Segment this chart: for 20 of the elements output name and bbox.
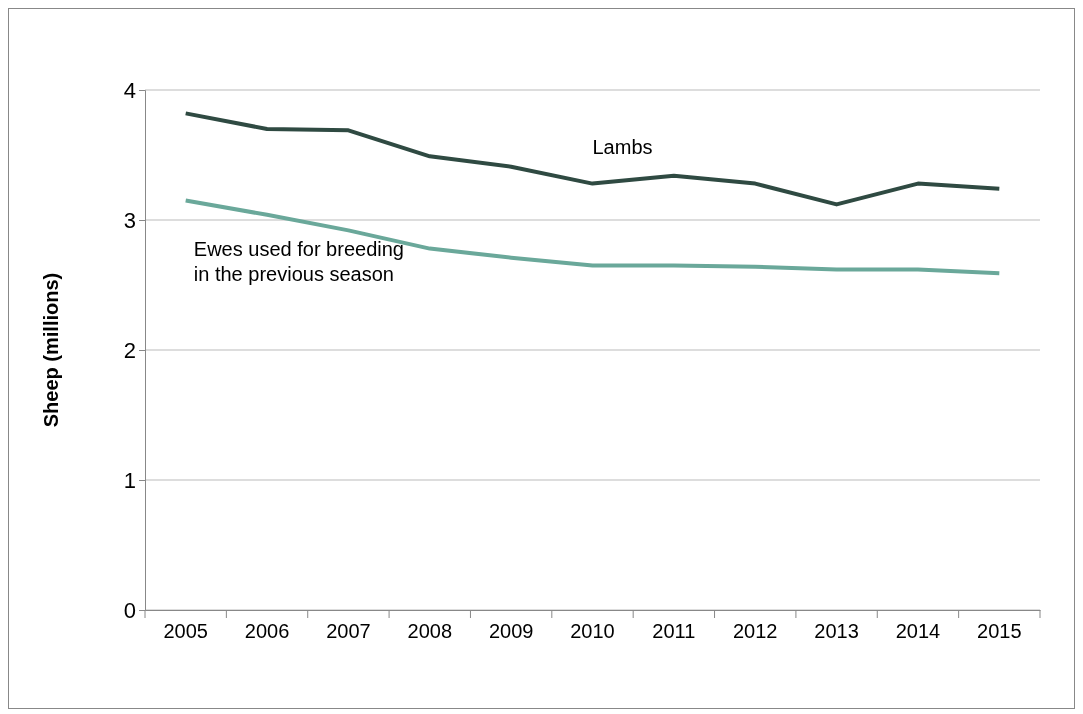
y-tick-label: 0 bbox=[123, 597, 136, 623]
y-tick-label: 3 bbox=[123, 207, 136, 233]
x-tick-label: 2009 bbox=[488, 620, 534, 643]
y-tick-label: 1 bbox=[123, 467, 136, 493]
series-label: Lambs bbox=[592, 135, 653, 158]
x-tick-label: 2014 bbox=[895, 620, 941, 643]
x-tick-label: 2012 bbox=[732, 620, 778, 643]
x-tick-label: 2011 bbox=[652, 620, 696, 643]
x-tick-label: 2005 bbox=[163, 620, 208, 643]
x-tick-label: 2015 bbox=[977, 620, 1022, 643]
x-tick-label: 2010 bbox=[570, 620, 615, 643]
x-tick-label: 2007 bbox=[326, 620, 371, 643]
y-axis-title: Sheep (millions) bbox=[40, 272, 62, 428]
x-tick-label: 2013 bbox=[814, 620, 859, 643]
y-tick-label: 2 bbox=[123, 337, 136, 363]
y-tick-label: 4 bbox=[123, 77, 136, 103]
x-tick-label: 2006 bbox=[244, 620, 290, 643]
line-series bbox=[183, 111, 1002, 207]
x-tick-label: 2008 bbox=[407, 620, 453, 643]
series-label: Ewes used for breeding in the previous season bbox=[193, 237, 404, 285]
